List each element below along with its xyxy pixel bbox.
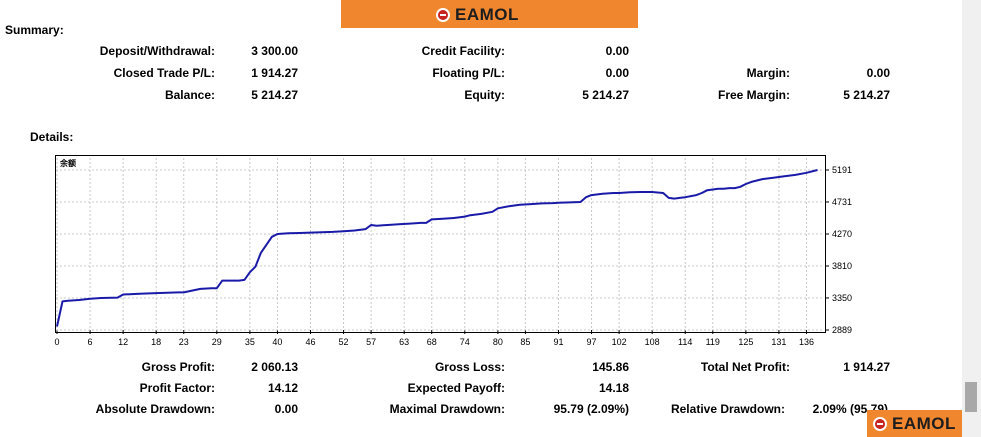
series-label: 余额 <box>59 158 76 168</box>
gross-loss-value: 145.86 <box>592 360 629 374</box>
absolute-drawdown-label: Absolute Drawdown: <box>95 402 215 416</box>
brand-banner: EAMOL <box>341 0 638 28</box>
expected-payoff-label: Expected Payoff: <box>407 381 505 395</box>
x-tick-label: 46 <box>305 337 315 347</box>
balance-label: Balance: <box>164 88 215 102</box>
x-tick-label: 91 <box>553 337 563 347</box>
profit-factor-value: 14.12 <box>267 381 298 395</box>
free-margin-value: 5 214.27 <box>843 88 890 102</box>
x-tick-label: 29 <box>212 337 222 347</box>
floating-pl-value: 0.00 <box>605 66 629 80</box>
credit-value: 0.00 <box>605 44 629 58</box>
x-tick-label: 74 <box>460 337 470 347</box>
expected-payoff-value: 14.18 <box>598 381 629 395</box>
x-tick-label: 131 <box>771 337 786 347</box>
x-tick-label: 114 <box>678 337 692 347</box>
x-tick-label: 97 <box>587 337 597 347</box>
y-tick-label: 3350 <box>832 293 852 303</box>
y-tick-label: 3810 <box>832 261 852 271</box>
total-net-profit-label: Total Net Profit: <box>700 360 790 374</box>
x-tick-label: 68 <box>427 337 437 347</box>
closed-trade-label: Closed Trade P/L: <box>113 66 215 80</box>
x-tick-label: 85 <box>520 337 530 347</box>
corner-brand-text: EAMOL <box>892 413 956 433</box>
y-tick-label: 5191 <box>832 165 852 175</box>
x-tick-label: 102 <box>612 337 627 347</box>
x-tick-label: 136 <box>799 337 814 347</box>
summary-heading: Summary: <box>5 23 64 37</box>
balance-chart-svg: 0 6 12 18 23 29 35 40 46 52 57 63 68 74 80 85 91 97 102 108… <box>54 158 852 347</box>
credit-label: Credit Facility: <box>421 44 505 58</box>
relative-drawdown-label: Relative Drawdown: <box>670 402 785 416</box>
equity-value: 5 214.27 <box>582 88 629 102</box>
maximal-drawdown-value: 95.79 (2.09%) <box>553 402 629 416</box>
equity-label: Equity: <box>464 88 505 102</box>
eamol-logo-icon <box>436 8 450 22</box>
balance-value: 5 214.27 <box>251 88 298 102</box>
brand-text: EAMOL <box>455 5 519 24</box>
gross-profit-value: 2 060.13 <box>251 360 298 374</box>
total-net-profit-value: 1 914.27 <box>843 360 890 374</box>
x-tick-label: 35 <box>245 337 255 347</box>
gross-profit-label: Gross Profit: <box>141 360 215 374</box>
balance-line <box>56 169 818 327</box>
vertical-scrollbar[interactable] <box>962 0 981 437</box>
x-tick-label: 125 <box>738 337 753 347</box>
maximal-drawdown-label: Maximal Drawdown: <box>389 402 505 416</box>
margin-label: Margin: <box>746 66 790 80</box>
profit-factor-label: Profit Factor: <box>139 381 215 395</box>
x-tick-label: 40 <box>272 337 282 347</box>
x-tick-label: 52 <box>339 337 349 347</box>
margin-value: 0.00 <box>866 66 890 80</box>
closed-trade-value: 1 914.27 <box>251 66 298 80</box>
details-heading: Details: <box>30 130 74 144</box>
x-tick-label: 23 <box>179 337 189 347</box>
x-tick-label: 6 <box>88 337 93 347</box>
eamol-logo-icon <box>873 416 887 431</box>
x-tick-label: 12 <box>118 337 128 347</box>
x-tick-label: 119 <box>706 337 720 347</box>
deposit-value: 3 300.00 <box>251 44 298 58</box>
x-tick-label: 0 <box>54 337 59 347</box>
x-tick-label: 18 <box>151 337 161 347</box>
free-margin-label: Free Margin: <box>717 88 790 102</box>
x-tick-label: 63 <box>399 337 409 347</box>
absolute-drawdown-value: 0.00 <box>274 402 298 416</box>
brand-logo: EAMOL <box>436 5 519 24</box>
gross-loss-label: Gross Loss: <box>434 360 505 374</box>
y-tick-label: 2889 <box>832 325 852 335</box>
y-tick-label: 4731 <box>832 197 852 207</box>
y-tick-label: 4270 <box>832 229 852 239</box>
x-tick-label: 80 <box>493 337 503 347</box>
x-tick-label: 57 <box>366 337 376 347</box>
x-tick-label: 108 <box>645 337 660 347</box>
floating-pl-label: Floating P/L: <box>432 66 505 80</box>
deposit-label: Deposit/Withdrawal: <box>99 44 215 58</box>
scrollbar-thumb[interactable] <box>965 382 977 412</box>
